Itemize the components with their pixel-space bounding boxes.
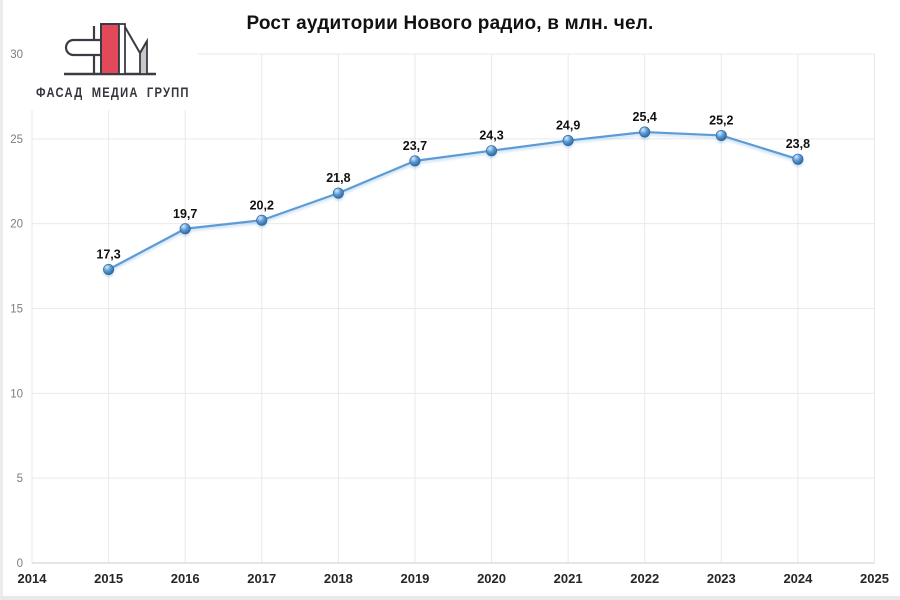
data-point: [256, 214, 268, 226]
x-axis-tick-label: 2020: [477, 571, 506, 586]
logo-mark-icon: [64, 23, 156, 76]
data-point: [332, 187, 344, 199]
x-axis-tick-label: 2024: [783, 571, 813, 586]
series-line: [107, 130, 800, 271]
y-axis-tick-label: 25: [10, 134, 23, 146]
x-axis-tick-label: 2021: [554, 571, 583, 586]
y-axis-tick-label: 30: [10, 49, 23, 61]
y-axis-tick-label: 5: [17, 473, 23, 485]
x-axis-tick-label: 2016: [171, 571, 200, 586]
y-axis-labels: 0 5 10 15 20 25 30: [10, 49, 23, 570]
x-axis-tick-label: 2015: [94, 571, 123, 586]
y-axis-tick-label: 15: [10, 304, 23, 316]
data-point-label: 21,8: [326, 171, 350, 185]
data-point-label: 23,8: [786, 137, 810, 151]
x-axis-tick-label: 2018: [324, 571, 353, 586]
gridlines: [31, 53, 875, 563]
window-edge-left: [0, 0, 3, 600]
y-axis-tick-label: 0: [17, 558, 23, 570]
x-axis-tick-label: 2017: [247, 571, 276, 586]
data-point: [715, 129, 727, 141]
y-axis-tick-label: 10: [10, 388, 23, 400]
x-axis-tick-label: 2023: [707, 571, 736, 586]
logo: ФАСАД МЕДИА ГРУПП: [28, 12, 198, 110]
data-point-label: 23,7: [403, 139, 427, 153]
data-point: [562, 135, 574, 147]
data-point-label: 24,3: [479, 129, 503, 143]
chart-title: Рост аудитории Нового радио, в млн. чел.: [246, 13, 654, 34]
data-point-label: 17,3: [96, 247, 120, 261]
window-edge-bottom: [0, 596, 900, 600]
data-labels: 17,3 19,7 20,2 21,8 23,7 24,3 24,9 25,4 25,2 23,8: [96, 110, 810, 261]
y-axis-tick-label: 20: [10, 219, 23, 231]
data-point: [409, 155, 421, 167]
data-point: [639, 126, 651, 138]
x-axis-labels: 2014 2015 2016 2017 2018 2019 2020 2021 2022 2023…: [18, 571, 889, 586]
data-point: [103, 263, 115, 275]
data-point-label: 25,2: [709, 113, 733, 127]
data-point: [486, 145, 498, 157]
data-point-label: 25,4: [633, 110, 657, 124]
x-axis-tick-label: 2022: [630, 571, 659, 586]
series-group: [103, 126, 804, 275]
x-axis-tick-label: 2025: [860, 571, 889, 586]
data-point-label: 19,7: [173, 207, 197, 221]
data-point: [792, 153, 804, 165]
logo-text: ФАСАД МЕДИА ГРУПП: [36, 84, 190, 100]
data-point-label: 20,2: [250, 198, 274, 212]
x-axis-tick-label: 2019: [400, 571, 429, 586]
data-point: [179, 223, 191, 235]
x-axis-tick-label: 2014: [18, 571, 48, 586]
data-point-label: 24,9: [556, 119, 580, 133]
